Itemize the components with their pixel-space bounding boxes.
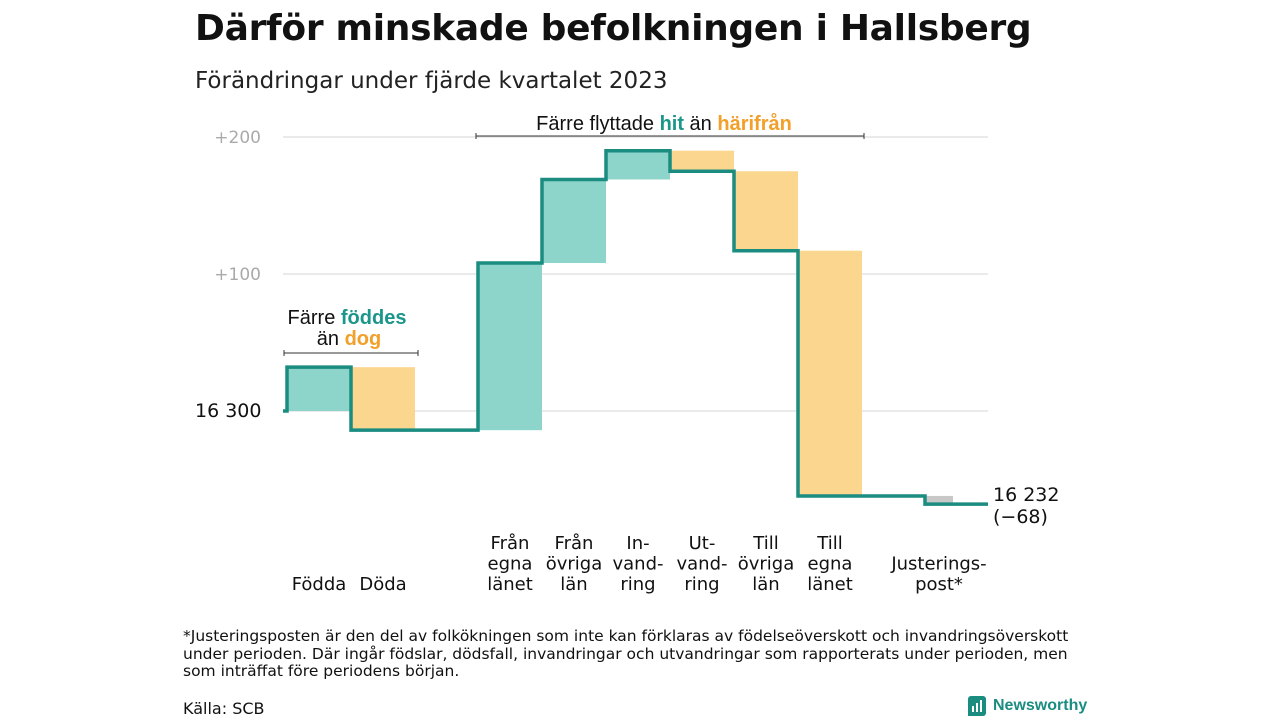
category-label: Födda	[292, 574, 347, 595]
chart-title: Därför minskade befolkningen i Hallsberg	[195, 8, 1032, 49]
step-line	[283, 148, 988, 506]
chart-subtitle: Förändringar under fjärde kvartalet 2023	[195, 68, 668, 94]
bar	[542, 179, 606, 264]
source-label: Källa: SCB	[183, 699, 265, 718]
bar	[734, 171, 798, 251]
category-label: Till	[752, 533, 778, 554]
annotation-births-line2: än dog	[317, 328, 381, 350]
bar	[670, 150, 734, 172]
category-label: övriga	[738, 554, 795, 575]
y-tick-label: +100	[214, 265, 261, 285]
category-label: Till	[816, 533, 842, 554]
bar-chart-icon	[968, 696, 986, 716]
category-label: län	[752, 574, 779, 595]
annotation-migration: Färre flyttade hit än härifrån	[536, 112, 792, 135]
bar	[287, 367, 351, 411]
bar	[798, 250, 862, 496]
brand-logo: Newsworthy	[968, 696, 1087, 716]
category-label: Från	[555, 533, 594, 554]
bar	[478, 263, 542, 431]
start-value-label: 16 300	[195, 400, 261, 422]
category-label: ring	[684, 574, 719, 595]
bar	[925, 495, 953, 505]
category-label: vand-	[676, 554, 727, 575]
end-value-label: 16 232	[993, 484, 1059, 506]
category-label: län	[560, 574, 587, 595]
category-label: Från	[491, 533, 530, 554]
category-label: post*	[915, 574, 963, 595]
category-label: Döda	[359, 574, 406, 595]
annotation-births-line1: Färre föddes	[288, 307, 407, 329]
category-label: Ut-	[689, 533, 716, 554]
category-label: Justerings-	[890, 554, 986, 575]
footnote: *Justeringsposten är den del av folkökni…	[183, 627, 1069, 680]
bar	[351, 367, 415, 431]
category-label: länet	[807, 574, 853, 595]
category-label: egna	[488, 554, 533, 575]
category-label: egna	[808, 554, 853, 575]
category-label: länet	[487, 574, 533, 595]
category-label: vand-	[612, 554, 663, 575]
category-label: övriga	[546, 554, 603, 575]
y-tick-label: +200	[214, 128, 261, 148]
brand-name: Newsworthy	[993, 697, 1088, 714]
category-label: ring	[620, 574, 655, 595]
category-label: In-	[626, 533, 649, 554]
bar	[606, 150, 670, 180]
end-value-label: (−68)	[993, 506, 1048, 528]
